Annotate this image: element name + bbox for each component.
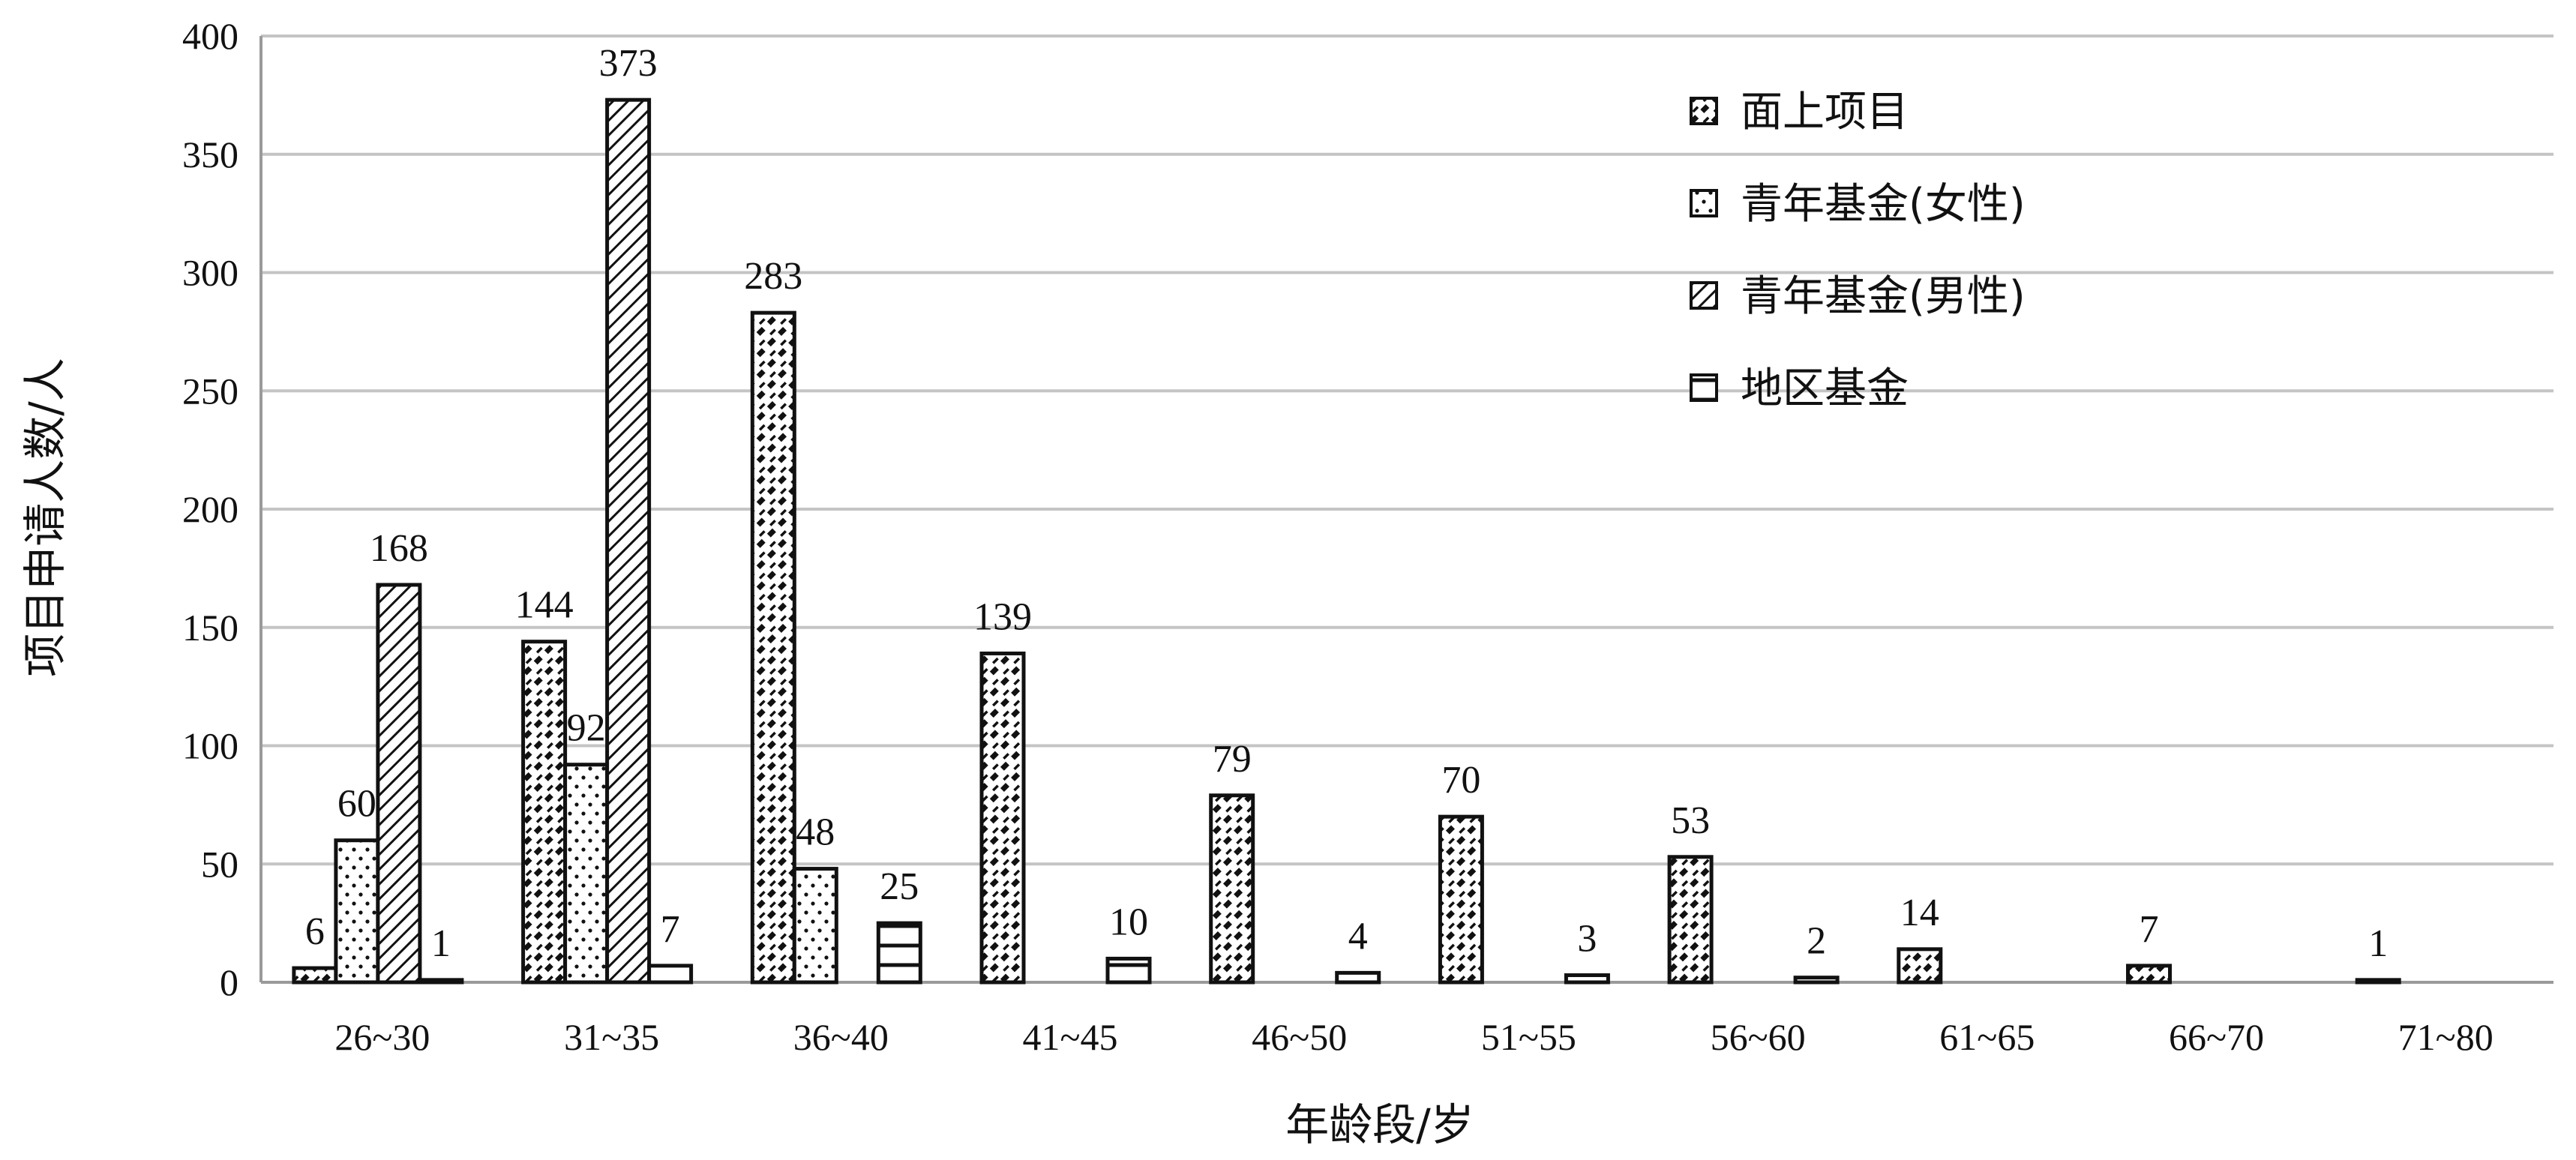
bar xyxy=(563,763,610,985)
data-label: 373 xyxy=(599,42,658,85)
bar xyxy=(750,310,796,985)
legend-swatch xyxy=(1690,97,1718,125)
y-tick-label: 100 xyxy=(182,725,238,767)
data-label: 139 xyxy=(973,595,1032,638)
bar xyxy=(979,651,1026,985)
y-axis-title: 项目申请人数/人 xyxy=(19,358,70,677)
data-label: 3 xyxy=(1577,918,1597,961)
bar xyxy=(605,97,652,985)
bar xyxy=(521,640,568,985)
data-label: 79 xyxy=(1213,738,1252,781)
data-label: 10 xyxy=(1109,901,1148,943)
bar xyxy=(2355,978,2401,985)
x-tick-label: 46~50 xyxy=(1252,1016,1347,1058)
bar xyxy=(1209,793,1255,985)
legend-swatch xyxy=(1690,373,1718,402)
x-tick-label: 51~55 xyxy=(1481,1016,1576,1058)
data-label: 14 xyxy=(1900,892,1939,934)
x-tick-label: 71~80 xyxy=(2398,1016,2494,1058)
bar xyxy=(334,838,380,985)
data-label: 70 xyxy=(1441,759,1480,802)
data-label: 48 xyxy=(796,811,835,854)
bar xyxy=(376,583,422,985)
tick-labels: 0 50 100 150 200 250 300 350 400 26~30 31~35 36~40 4… xyxy=(182,15,2494,1058)
bar xyxy=(1564,973,1610,985)
legend-item: 面上项目 xyxy=(1690,88,1909,136)
data-label: 1 xyxy=(431,922,451,965)
x-tick-label: 26~30 xyxy=(334,1016,430,1058)
bar xyxy=(292,966,338,985)
x-tick-label: 31~35 xyxy=(564,1016,659,1058)
legend-item: 地区基金 xyxy=(1690,364,1909,413)
y-tick-label: 150 xyxy=(182,607,238,649)
data-label: 283 xyxy=(744,255,802,298)
x-axis-title: 年龄段/岁 xyxy=(1285,1099,1474,1150)
x-tick-label: 56~60 xyxy=(1711,1016,1806,1058)
bar xyxy=(2126,964,2173,985)
data-label: 53 xyxy=(1671,799,1710,842)
data-label: 7 xyxy=(661,908,680,951)
bar xyxy=(1793,976,1840,985)
bar xyxy=(1438,814,1484,985)
legend-label: 地区基金 xyxy=(1741,364,1909,413)
legend-item: 青年基金(女性) xyxy=(1690,180,2026,229)
data-label: 4 xyxy=(1348,915,1368,958)
data-label: 6 xyxy=(305,910,325,953)
bar xyxy=(1105,956,1152,985)
y-tick-label: 200 xyxy=(182,488,238,530)
data-label: 144 xyxy=(515,584,574,627)
y-tick-label: 250 xyxy=(182,370,238,412)
bar xyxy=(1335,970,1381,985)
bar xyxy=(876,921,922,985)
bar xyxy=(1667,855,1714,985)
y-tick-label: 350 xyxy=(182,133,238,175)
legend-swatch xyxy=(1690,189,1718,217)
x-tick-label: 66~70 xyxy=(2169,1016,2264,1058)
bar xyxy=(792,867,838,985)
legend-label: 青年基金(女性) xyxy=(1741,180,2026,229)
bar xyxy=(418,978,464,985)
y-tick-label: 400 xyxy=(182,15,238,57)
y-tick-label: 50 xyxy=(201,843,238,885)
bars xyxy=(292,97,2401,985)
data-labels: 6 60 168 1 144 92 373 7 283 48 25 139 10 79 4 70 3 53 2 14 7… xyxy=(305,42,2388,965)
data-label: 2 xyxy=(1807,920,1826,963)
data-label: 60 xyxy=(337,783,376,826)
x-tick-label: 41~45 xyxy=(1022,1016,1117,1058)
data-label: 1 xyxy=(2368,922,2388,965)
legend-label: 面上项目 xyxy=(1741,88,1909,136)
legend-label: 青年基金(男性) xyxy=(1741,272,2026,321)
data-label: 92 xyxy=(567,707,606,750)
bar xyxy=(1897,947,1943,985)
data-label: 25 xyxy=(880,865,919,908)
legend-swatch xyxy=(1690,281,1718,310)
data-label: 7 xyxy=(2140,908,2159,951)
legend-item: 青年基金(男性) xyxy=(1690,272,2026,321)
bar xyxy=(647,964,694,985)
y-tick-label: 0 xyxy=(220,961,238,1003)
x-tick-label: 36~40 xyxy=(793,1016,889,1058)
y-tick-label: 300 xyxy=(182,252,238,294)
data-label: 168 xyxy=(370,527,428,570)
x-tick-label: 61~65 xyxy=(1939,1016,2035,1058)
